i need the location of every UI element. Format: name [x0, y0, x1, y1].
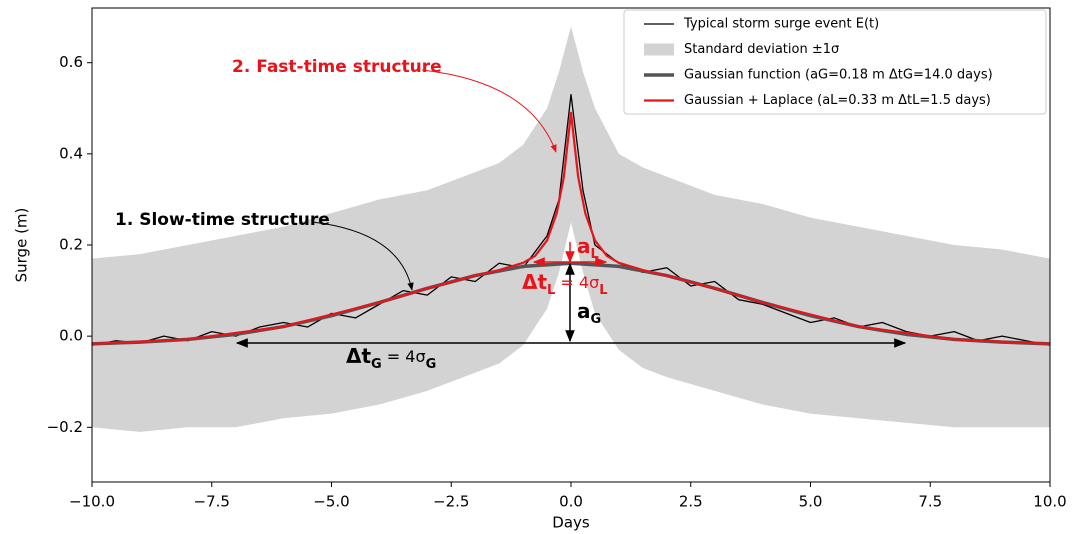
y-tick-label: 0.6 — [59, 53, 83, 71]
y-axis-label: Surge (m) — [13, 208, 31, 283]
x-tick-label: 0.0 — [559, 493, 583, 511]
annotation: ΔtL = 4σL — [522, 270, 608, 299]
legend: Typical storm surge event E(t) Standard d… — [623, 9, 1047, 115]
annotations: 2. Fast-time structure 1. Slow-time stru… — [115, 57, 907, 373]
legend-label: Typical storm surge event E(t) — [683, 17, 879, 32]
series-line — [91, 93, 1051, 346]
x-tick-label: 7.5 — [918, 493, 942, 511]
x-tick-label: −5.0 — [313, 493, 349, 511]
legend-swatch — [644, 43, 674, 56]
annotation-part: G — [426, 357, 437, 372]
std-band — [92, 26, 1050, 432]
arrow — [311, 221, 414, 291]
x-tick-label: −7.5 — [194, 493, 230, 511]
annotation-part: G — [591, 312, 602, 327]
legend-label: Gaussian function (aG=0.18 m ΔtG=14.0 da… — [684, 68, 993, 83]
annotation-part: a — [577, 299, 591, 323]
x-tick-label: −2.5 — [433, 493, 469, 511]
annotation-part: L — [547, 283, 555, 298]
y-tick-label: −0.2 — [47, 418, 83, 436]
x-axis-label: Days — [552, 514, 590, 532]
legend-label: Gaussian + Laplace (aL=0.33 m ΔtL=1.5 da… — [684, 93, 991, 108]
y-tick-label: 0.0 — [59, 327, 83, 345]
annotation-part: Δt — [522, 270, 547, 294]
annotation-part: L — [591, 247, 599, 262]
x-tick-label: −10.0 — [69, 493, 115, 511]
annotation: aG — [577, 299, 601, 328]
annotation: 1. Slow-time structure — [115, 210, 330, 230]
arrow — [421, 69, 557, 153]
annotation-part: a — [577, 234, 591, 258]
x-tick-label: 2.5 — [679, 493, 703, 511]
x-tick-label: 5.0 — [799, 493, 823, 511]
annotation: 2. Fast-time structure — [232, 57, 442, 77]
y-tick-label: 0.4 — [59, 144, 83, 162]
annotation: ΔtG = 4σG — [346, 344, 436, 373]
legend-label: Standard deviation ±1σ — [684, 42, 839, 57]
legend-box — [623, 9, 1047, 115]
annotation-part: Δt — [346, 344, 371, 368]
x-tick-label: 10.0 — [1033, 493, 1066, 511]
series-line — [91, 111, 1051, 346]
annotation-part: L — [599, 283, 607, 298]
annotation-part: G — [371, 357, 382, 372]
annotation-part: = 4σ — [555, 273, 599, 292]
annotation-part: = 4σ — [382, 347, 426, 366]
annotation: aL — [577, 234, 599, 263]
y-tick-label: 0.2 — [59, 236, 83, 254]
